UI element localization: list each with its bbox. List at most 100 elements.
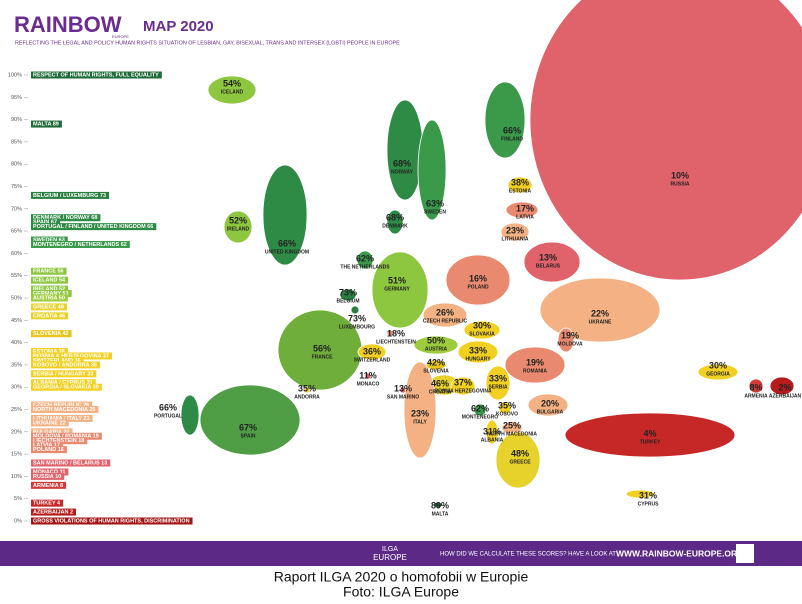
ranking-bar: [31, 352, 112, 360]
country-score: 66%: [503, 125, 521, 135]
country-score: 42%: [427, 357, 445, 367]
ranking-bar: [31, 290, 72, 298]
country-name: GEORGIA: [706, 371, 730, 377]
country-name: POLAND: [467, 284, 489, 290]
scale: 100% 95% 90% 85% 80% 75% 70% 65% 60% 55% 50% 45% 40%…: [8, 71, 193, 525]
scale-label: 40%: [11, 340, 22, 346]
scale-label: 55%: [11, 273, 22, 279]
scale-label: 60%: [11, 251, 22, 257]
ranking-bar: [31, 468, 69, 476]
scale-label: 90%: [11, 117, 22, 123]
country-score: 35%: [498, 400, 516, 410]
ranking-bar: [31, 499, 64, 507]
country-name: FINLAND: [501, 136, 523, 142]
country-score: 46%: [431, 378, 449, 388]
country-name: CYPRUS: [638, 501, 660, 507]
ranking-label: TURKEY 4: [33, 501, 61, 507]
country-name: LUXEMBOURG: [339, 324, 375, 330]
ranking-bar: [31, 401, 93, 409]
ranking-bar: [31, 276, 69, 284]
scale-label: 20%: [11, 429, 22, 435]
ranking-label: LATVIA 17: [33, 443, 60, 449]
scale-label: 70%: [11, 206, 22, 212]
ranking-bar: [31, 294, 68, 302]
country-score: 13%: [394, 383, 412, 393]
country-score: 89%: [431, 500, 449, 510]
ranking-bar: [31, 437, 88, 445]
ranking-label: BELGIUM / LUXEMBURG 73: [33, 193, 106, 199]
country-score: 66%: [278, 238, 296, 248]
ranking-label: SERBIA / HUNGARY 33: [33, 371, 93, 377]
country-name: BELARUS: [536, 263, 561, 269]
country-shape: [339, 288, 357, 302]
ranking-bar: [31, 267, 67, 275]
country-name: NORWAY: [391, 169, 414, 175]
qr-code: [736, 544, 754, 563]
country-shape: [262, 164, 308, 266]
scale-label: 95%: [11, 95, 22, 101]
ranking-bar: [31, 379, 96, 387]
country-shape: [223, 210, 253, 244]
ranking-label: IRELAND 52: [33, 287, 65, 293]
ranking-bar: [31, 191, 110, 199]
country-shape: [625, 489, 655, 499]
country-shape: [350, 305, 360, 315]
country-shape: [207, 75, 257, 105]
country-shape: [748, 378, 764, 394]
country-name: GREECE: [509, 459, 531, 465]
country-score: 33%: [469, 345, 487, 355]
ranking-bar: [31, 218, 61, 226]
country-shape: [529, 0, 802, 281]
country-score: 4%: [643, 428, 656, 438]
brand-sub: EUROPE: [112, 34, 129, 39]
country-score: 68%: [386, 212, 404, 222]
country-name: BELGIUM: [336, 298, 359, 304]
country-score: 62%: [471, 403, 489, 413]
country-score: 67%: [239, 422, 257, 432]
country-score: 31%: [483, 426, 501, 436]
country-score: 68%: [393, 158, 411, 168]
ranking-bar: [31, 459, 111, 467]
country-name: UNITED KINGDOM: [265, 249, 309, 255]
country-shape: [485, 365, 511, 401]
country-name: ROMANIA: [523, 368, 547, 374]
country-name: RUSSIA: [671, 181, 690, 187]
country-score: 11%: [359, 370, 377, 380]
ranking-label: UKRAINE 22: [33, 420, 66, 426]
country-name: SWITZERLAND: [354, 357, 391, 363]
ranking-label: RESPECT OF HUMAN RIGHTS, FULL EQUALITY: [33, 72, 159, 78]
country-shape: [357, 343, 387, 361]
country-shape: [504, 346, 566, 384]
country-name: SAN MARINO: [387, 394, 419, 400]
country-score: 8%: [749, 382, 762, 392]
ranking-label: MONACO 11: [33, 469, 65, 475]
country-score: 36%: [363, 346, 381, 356]
country-name: SLOVAKIA: [469, 331, 495, 337]
country-shape: [371, 251, 429, 329]
country-name: SWEDEN: [424, 209, 446, 215]
country-score: 13%: [539, 252, 557, 262]
ranking-bar: [31, 446, 67, 454]
country-shape: [403, 361, 437, 459]
ranking-label: GROSS VIOLATIONS OF HUMAN RIGHTS, DISCRI…: [33, 518, 190, 524]
country-name: THE NETHERLANDS: [340, 264, 390, 270]
country-shape: [417, 119, 447, 221]
country-shape: [527, 393, 569, 417]
ranking-bar: [31, 406, 99, 413]
ranking-bar: [31, 517, 193, 525]
ranking-label: BOSNIA & HERZEGOVINA 37: [33, 353, 109, 359]
footer-bar: [0, 541, 802, 566]
ranking-bar: [31, 414, 93, 422]
country-name: ANDORRA: [294, 394, 320, 400]
ranking-bar: [31, 472, 65, 480]
country-name: CROATIA: [429, 389, 452, 395]
country-name: MONTENEGRO: [462, 414, 499, 420]
ranking-label: LITHUANIA / ITALY 23: [33, 416, 90, 422]
country-score: 23%: [506, 225, 524, 235]
country-shape: [564, 412, 736, 458]
country-score: 56%: [313, 343, 331, 353]
ranking-bar: [31, 214, 101, 222]
country-shape: [180, 394, 200, 436]
footer-question: HOW DID WE CALCULATE THESE SCORES? HAVE …: [440, 552, 616, 558]
country-shape: [498, 401, 512, 415]
